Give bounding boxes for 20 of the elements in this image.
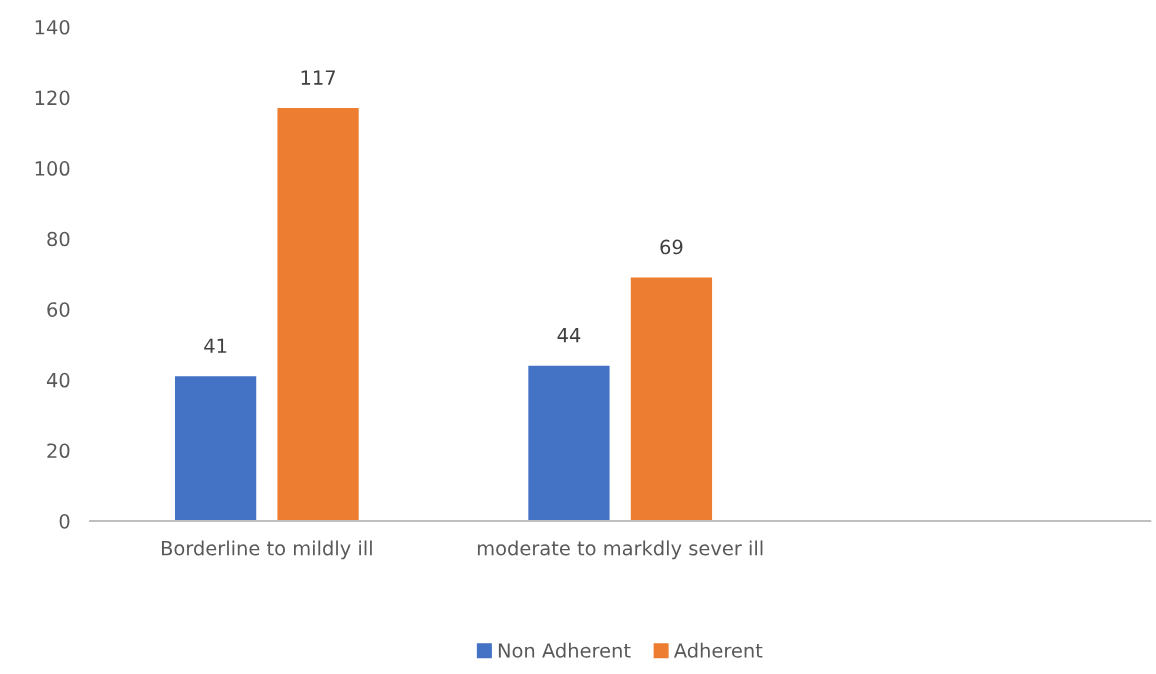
bar [174,376,257,521]
data-label: 41 [204,338,227,353]
x-tick-label: moderate to markdly sever ill [477,540,763,560]
y-tick-label: 120 [35,90,70,106]
data-label: 69 [660,239,683,255]
y-tick-label: 60 [47,302,70,317]
y-tick-label: 40 [46,372,70,388]
y-tick-label: 140 [35,19,70,35]
bar [630,277,713,521]
bar [277,108,359,521]
data-label: 117 [301,70,335,85]
x-tick-label: Borderline to mildly ill [161,540,372,560]
legend-label: Adherent [673,642,763,658]
bar [528,365,610,521]
y-tick-label: 0 [59,513,70,529]
y-tick-label: 20 [47,443,70,459]
legend-label: Non Adherent [498,642,631,658]
data-label: 44 [557,328,581,343]
y-tick-label: 100 [35,161,70,176]
y-tick-label: 80 [47,231,70,247]
